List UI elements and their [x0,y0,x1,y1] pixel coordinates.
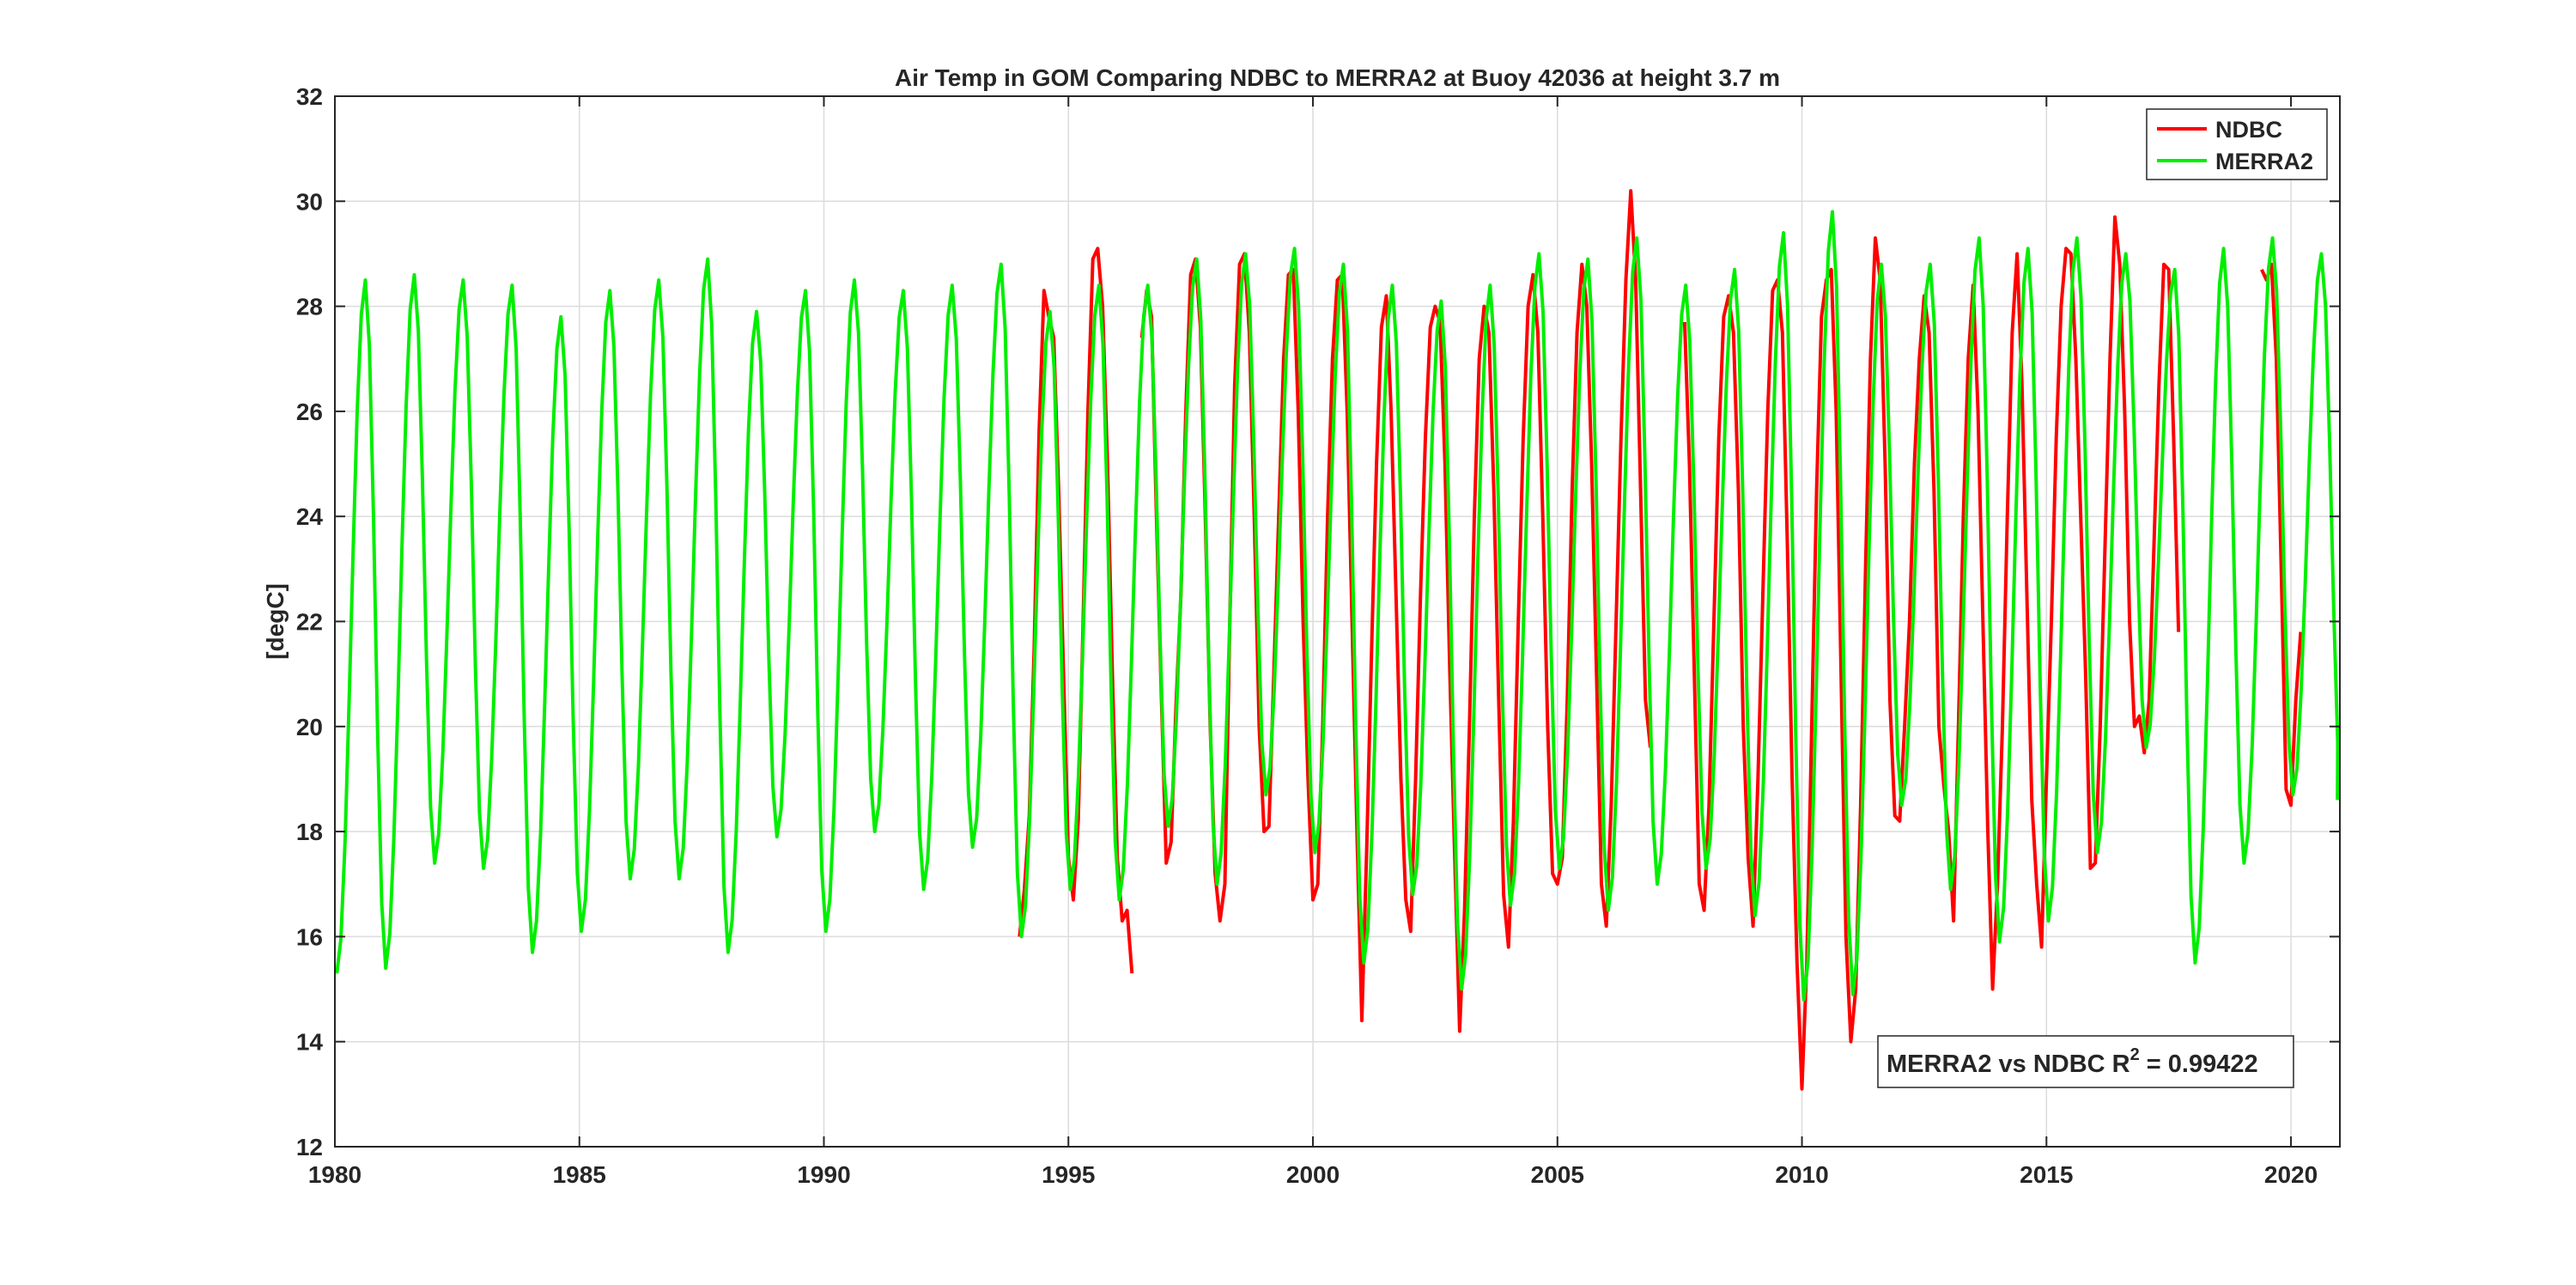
x-tick-label: 2005 [1531,1161,1584,1188]
legend-label-ndbc: NDBC [2215,117,2282,143]
x-tick-label: 1990 [797,1161,850,1188]
y-tick-label: 20 [296,714,323,740]
x-tick-label: 2000 [1286,1161,1340,1188]
y-tick-label: 16 [296,923,323,950]
y-tick-label: 28 [296,294,323,320]
y-tick-label: 30 [296,188,323,215]
series-line-merra2 [335,210,2340,1002]
annotation-text: MERRA2 vs NDBC R2 = 0.99422 [1886,1045,2258,1078]
y-tick-label: 14 [296,1029,324,1056]
y-tick-label: 12 [296,1134,323,1160]
plot-area [335,189,2340,1091]
chart-title: Air Temp in GOM Comparing NDBC to MERRA2… [895,64,1780,91]
axis-ticks: 1980 1985 1990 1995 2000 2005 2010 2015 2020 12 14… [296,83,2340,1188]
legend: NDBC MERRA2 [2146,108,2328,180]
legend-box [2146,108,2328,180]
y-tick-label: 24 [296,503,324,530]
x-tick-label: 2020 [2264,1161,2318,1188]
annotation-box [1877,1035,2294,1088]
y-axis-label: [degC] [262,583,289,660]
x-tick-label: 1980 [308,1161,361,1188]
y-tick-label: 32 [296,83,323,110]
x-tick-label: 1985 [553,1161,606,1188]
x-tick-label: 2015 [2020,1161,2073,1188]
legend-label-merra2: MERRA2 [2215,149,2313,174]
r-squared-annotation: MERRA2 vs NDBC R2 = 0.99422 [1877,1035,2294,1088]
x-tick-label: 2010 [1775,1161,1828,1188]
y-tick-label: 18 [296,819,323,845]
y-tick-label: 22 [296,609,323,636]
x-tick-label: 1995 [1042,1161,1095,1188]
y-tick-label: 26 [296,399,323,425]
